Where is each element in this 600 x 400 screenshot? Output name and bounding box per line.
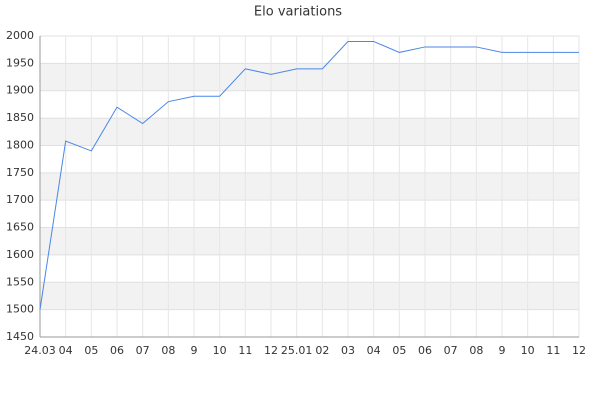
y-tick-label: 1750 [6, 166, 34, 179]
y-tick-label: 1650 [6, 221, 34, 234]
y-tick-label: 1450 [6, 330, 34, 343]
grid-band [40, 63, 579, 91]
y-tick-label: 1950 [6, 56, 34, 69]
grid-band [40, 227, 579, 255]
x-tick-label: 10 [213, 344, 227, 357]
x-tick-label: 9 [191, 344, 198, 357]
x-tick-label: 05 [84, 344, 98, 357]
y-tick-label: 1700 [6, 193, 34, 206]
x-tick-label: 08 [469, 344, 483, 357]
grid-band [40, 282, 579, 310]
x-tick-label: 24.03 [24, 344, 56, 357]
x-tick-label: 10 [521, 344, 535, 357]
y-tick-label: 1600 [6, 248, 34, 261]
y-tick-label: 1900 [6, 84, 34, 97]
y-tick-label: 1800 [6, 138, 34, 151]
x-tick-label: 12 [572, 344, 586, 357]
x-tick-label: 05 [392, 344, 406, 357]
grid-band [40, 118, 579, 146]
x-tick-label: 04 [59, 344, 73, 357]
x-tick-label: 07 [444, 344, 458, 357]
y-tick-label: 2000 [6, 29, 34, 42]
y-tick-label: 1500 [6, 303, 34, 316]
x-tick-label: 07 [136, 344, 150, 357]
x-tick-label: 06 [110, 344, 124, 357]
x-tick-label: 11 [238, 344, 252, 357]
x-tick-label: 06 [418, 344, 432, 357]
data-line [39, 40, 579, 310]
x-tick-label: 25.01 [281, 344, 313, 357]
x-tick-label: 12 [264, 344, 278, 357]
x-tick-label: 03 [341, 344, 355, 357]
x-tick-label: 11 [546, 344, 560, 357]
y-tick-label: 1850 [6, 111, 34, 124]
x-tick-label: 04 [367, 344, 381, 357]
x-tick-label: 02 [315, 344, 329, 357]
x-tick-label: 9 [499, 344, 506, 357]
grid-band [40, 172, 579, 201]
x-tick-label: 08 [161, 344, 175, 357]
chart-title: Elo variations [254, 5, 342, 20]
y-tick-label: 1550 [6, 275, 34, 288]
